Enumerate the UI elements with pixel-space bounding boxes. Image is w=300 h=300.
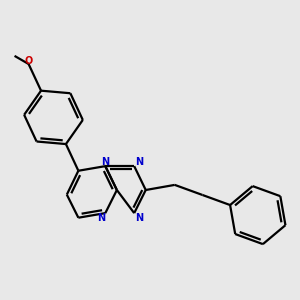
Text: N: N: [135, 157, 143, 166]
Text: O: O: [25, 56, 33, 65]
Text: N: N: [135, 213, 143, 223]
Text: N: N: [97, 213, 105, 223]
Text: N: N: [101, 157, 110, 166]
